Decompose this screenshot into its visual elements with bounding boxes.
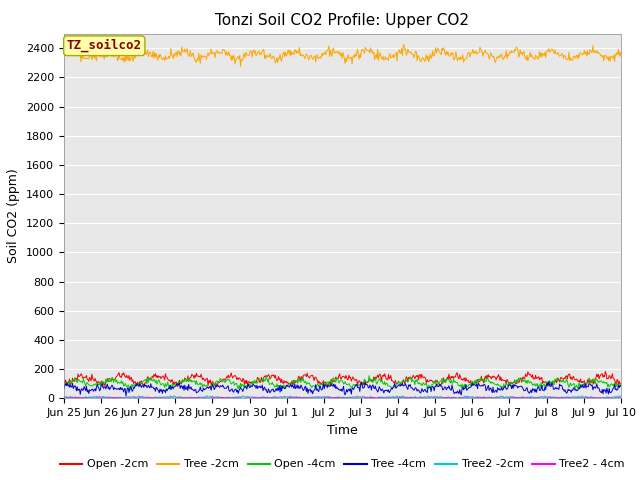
Tree -4cm xyxy=(214,383,222,388)
Tree2 - 4cm xyxy=(239,396,247,401)
Legend: Open -2cm, Tree -2cm, Open -4cm, Tree -4cm, Tree2 -2cm, Tree2 - 4cm: Open -2cm, Tree -2cm, Open -4cm, Tree -4… xyxy=(56,455,629,474)
Tree2 -2cm xyxy=(412,394,419,400)
Tree -2cm xyxy=(428,54,436,60)
Open -2cm xyxy=(60,382,68,387)
Open -2cm xyxy=(70,378,78,384)
Tree -4cm xyxy=(128,388,136,394)
Open -4cm xyxy=(185,378,193,384)
Tree2 -2cm xyxy=(184,395,192,400)
Open -4cm xyxy=(617,383,625,389)
Tree2 -2cm xyxy=(373,396,381,402)
Open -4cm xyxy=(70,379,78,384)
Tree2 -2cm xyxy=(617,393,625,399)
Tree -2cm xyxy=(184,51,192,57)
Tree2 -2cm xyxy=(127,394,135,400)
Y-axis label: Soil CO2 (ppm): Soil CO2 (ppm) xyxy=(8,168,20,264)
Tree -2cm xyxy=(70,44,78,50)
Open -4cm xyxy=(128,382,136,387)
Title: Tonzi Soil CO2 Profile: Upper CO2: Tonzi Soil CO2 Profile: Upper CO2 xyxy=(216,13,469,28)
Tree -4cm xyxy=(122,393,130,398)
Tree -2cm xyxy=(412,48,419,54)
Tree2 - 4cm xyxy=(70,395,78,401)
Tree2 - 4cm xyxy=(72,395,80,400)
Tree -2cm xyxy=(60,52,68,58)
Tree2 - 4cm xyxy=(428,396,436,401)
Tree2 - 4cm xyxy=(214,395,222,401)
Line: Tree2 - 4cm: Tree2 - 4cm xyxy=(64,397,621,398)
Tree2 -2cm xyxy=(214,394,222,399)
Line: Tree2 -2cm: Tree2 -2cm xyxy=(64,396,621,399)
Tree2 -2cm xyxy=(60,394,68,400)
Open -2cm xyxy=(428,378,435,384)
X-axis label: Time: Time xyxy=(327,424,358,437)
Open -4cm xyxy=(428,382,436,387)
Open -2cm xyxy=(214,383,221,389)
Tree2 - 4cm xyxy=(185,395,193,401)
Tree2 -2cm xyxy=(428,394,436,399)
Tree -4cm xyxy=(70,384,78,390)
Tree -4cm xyxy=(617,384,625,389)
Open -2cm xyxy=(602,369,609,374)
Line: Tree -2cm: Tree -2cm xyxy=(64,45,621,66)
Tree2 - 4cm xyxy=(617,395,625,401)
Tree -4cm xyxy=(60,385,68,391)
Open -2cm xyxy=(127,374,135,380)
Tree -4cm xyxy=(411,386,419,392)
Open -2cm xyxy=(323,385,331,391)
Line: Open -2cm: Open -2cm xyxy=(64,372,621,388)
Line: Tree -4cm: Tree -4cm xyxy=(64,382,621,396)
Open -4cm xyxy=(60,379,68,384)
Open -2cm xyxy=(411,376,419,382)
Tree2 - 4cm xyxy=(412,395,419,401)
Tree -2cm xyxy=(400,42,408,48)
Tree2 -2cm xyxy=(70,394,78,400)
Tree -4cm xyxy=(185,382,193,387)
Text: TZ_soilco2: TZ_soilco2 xyxy=(67,39,142,52)
Tree -4cm xyxy=(428,389,435,395)
Tree2 - 4cm xyxy=(60,395,68,401)
Tree -2cm xyxy=(237,63,244,69)
Line: Open -4cm: Open -4cm xyxy=(64,376,621,390)
Tree2 -2cm xyxy=(203,393,211,398)
Open -4cm xyxy=(412,377,419,383)
Open -2cm xyxy=(617,381,625,386)
Open -4cm xyxy=(127,387,134,393)
Open -4cm xyxy=(214,380,222,385)
Open -2cm xyxy=(184,373,192,379)
Tree -2cm xyxy=(617,52,625,58)
Tree -4cm xyxy=(545,379,552,384)
Tree2 - 4cm xyxy=(128,396,136,401)
Tree -2cm xyxy=(127,54,135,60)
Tree -2cm xyxy=(214,48,221,54)
Open -4cm xyxy=(365,373,373,379)
